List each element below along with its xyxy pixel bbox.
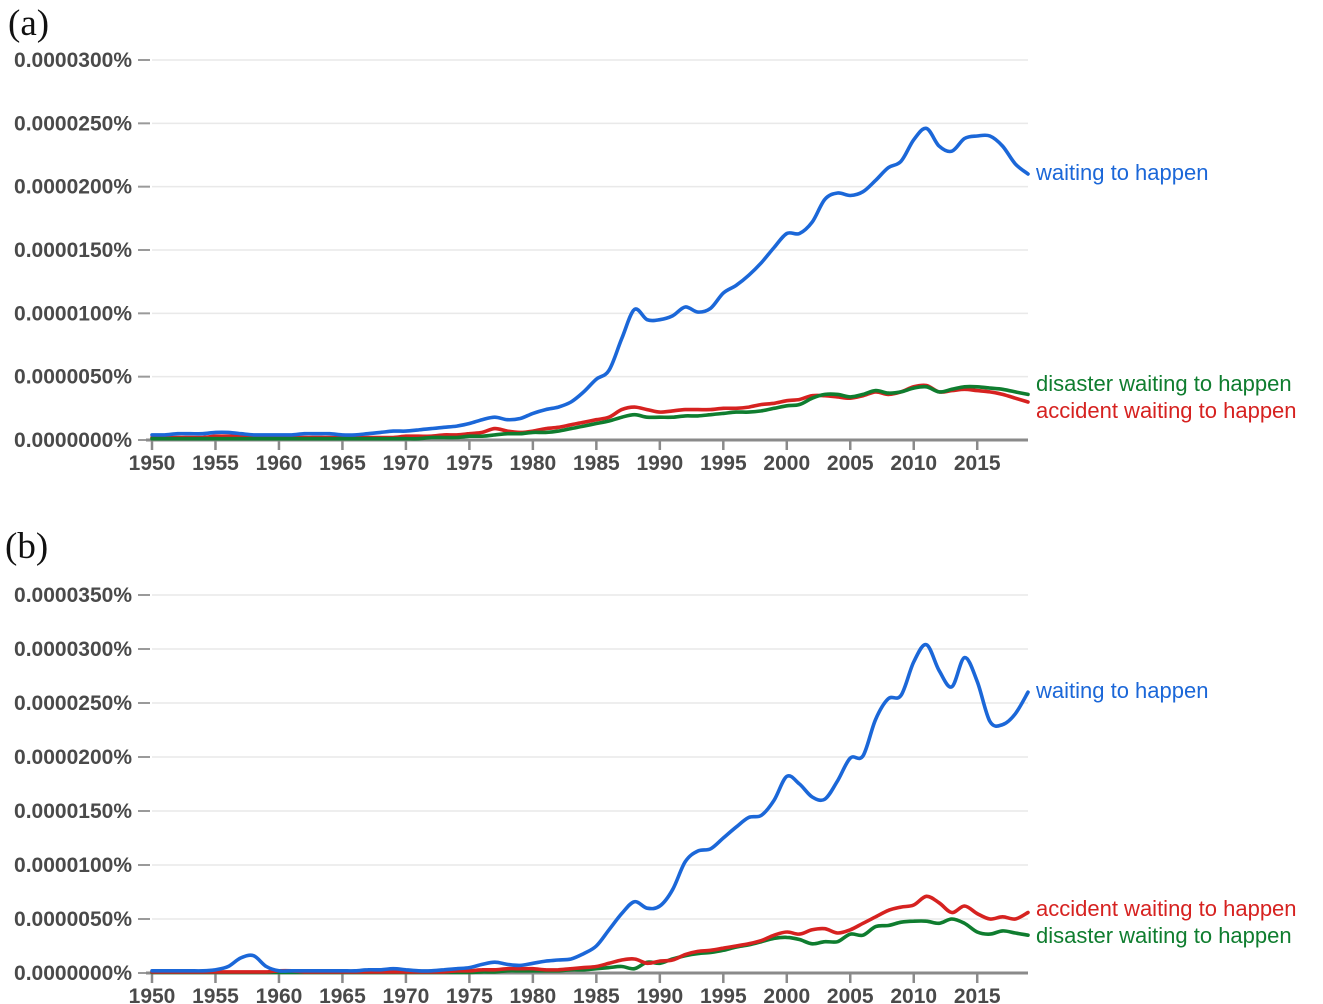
y-axis-tick-label: 0.0000000% <box>14 429 132 452</box>
x-axis-tick-label: 1960 <box>256 452 303 475</box>
y-axis-tick-label: 0.0000150% <box>14 239 132 262</box>
ngram-chart-b: 0.0000350% 0.0000300% 0.0000250% 0.0000200%… <box>14 584 1030 1004</box>
y-axis-tick-label: 0.0000000% <box>14 962 132 985</box>
ngram-chart-panel-b: (b) 0.0000350% 0.0000300% 0.0000250% 0.0000… <box>0 505 1323 1004</box>
x-axis-tick-label: 1995 <box>700 452 747 475</box>
series-line-disaster-waiting-to-happen <box>150 917 1030 975</box>
series-end-label-disaster-waiting-to-happen: disaster waiting to happen <box>1036 923 1292 949</box>
ngram-chart-a: 0.0000300% 0.0000250% 0.0000200% 0.0000150%… <box>14 49 1030 475</box>
ngram-chart-panel-a: (a) 0.0000300% 0.0000250% 0.0000200% 0.0000… <box>8 3 1297 475</box>
series-end-label-accident-waiting-to-happen: accident waiting to happen <box>1036 896 1297 922</box>
y-axis-tick-label: 0.0000200% <box>14 746 132 769</box>
x-axis-tick-label: 2000 <box>763 985 810 1004</box>
x-axis-tick-label: 1950 <box>129 985 176 1004</box>
series-line-disaster-waiting-to-happen <box>150 384 1030 441</box>
x-axis-tick-label: 2005 <box>827 985 874 1004</box>
series-end-label-accident-waiting-to-happen: accident waiting to happen <box>1036 397 1297 423</box>
x-axis-tick-label: 1955 <box>192 985 239 1004</box>
panel-b-label: (b) <box>5 526 49 567</box>
series-end-label-disaster-waiting-to-happen: disaster waiting to happen <box>1036 370 1292 396</box>
x-axis-tick-label: 2010 <box>890 452 937 475</box>
x-axis-tick-label: 1995 <box>700 985 747 1004</box>
series-end-label-waiting-to-happen: waiting to happen <box>1036 678 1209 704</box>
y-axis-tick-label: 0.0000100% <box>14 302 132 325</box>
series-end-label-waiting-to-happen: waiting to happen <box>1036 160 1209 185</box>
x-axis-tick-label: 2000 <box>763 452 810 475</box>
x-axis-tick-label: 1965 <box>319 452 366 475</box>
x-axis-tick-label: 1990 <box>636 452 683 475</box>
series-line-waiting-to-happen <box>150 126 1030 437</box>
y-axis-tick-label: 0.0000100% <box>14 854 132 877</box>
y-axis-tick-label: 0.0000050% <box>14 366 132 389</box>
x-axis-tick-label: 2015 <box>954 452 1001 475</box>
x-axis-tick-label: 1955 <box>192 452 239 475</box>
y-axis-tick-label: 0.0000350% <box>14 584 132 607</box>
y-axis-tick-label: 0.0000150% <box>14 800 132 823</box>
y-axis-tick-label: 0.0000300% <box>14 638 132 661</box>
x-axis-tick-label: 1990 <box>636 985 683 1004</box>
y-axis-tick-label: 0.0000250% <box>14 692 132 715</box>
series-line-accident-waiting-to-happen <box>150 894 1030 974</box>
y-axis-tick-label: 0.0000300% <box>14 49 132 72</box>
x-axis-tick-label: 1980 <box>510 452 557 475</box>
x-axis-tick-label: 2015 <box>954 985 1001 1004</box>
x-axis-tick-label: 1985 <box>573 452 620 475</box>
x-axis-tick-label: 2010 <box>890 985 937 1004</box>
y-axis-tick-label: 0.0000200% <box>14 176 132 199</box>
series-line-waiting-to-happen <box>150 642 1030 973</box>
panel-a-label: (a) <box>8 3 50 44</box>
x-axis-tick-label: 1970 <box>383 452 430 475</box>
x-axis-tick-label: 1950 <box>129 452 176 475</box>
y-axis-tick-label: 0.0000250% <box>14 112 132 135</box>
x-axis-tick-label: 1960 <box>256 985 303 1004</box>
x-axis-tick-label: 1975 <box>446 985 493 1004</box>
x-axis-tick-label: 1970 <box>383 985 430 1004</box>
x-axis-tick-label: 2005 <box>827 452 874 475</box>
x-axis-tick-label: 1965 <box>319 985 366 1004</box>
y-axis-tick-label: 0.0000050% <box>14 908 132 931</box>
x-axis-tick-label: 1975 <box>446 452 493 475</box>
x-axis-tick-label: 1985 <box>573 985 620 1004</box>
x-axis-tick-label: 1980 <box>510 985 557 1004</box>
